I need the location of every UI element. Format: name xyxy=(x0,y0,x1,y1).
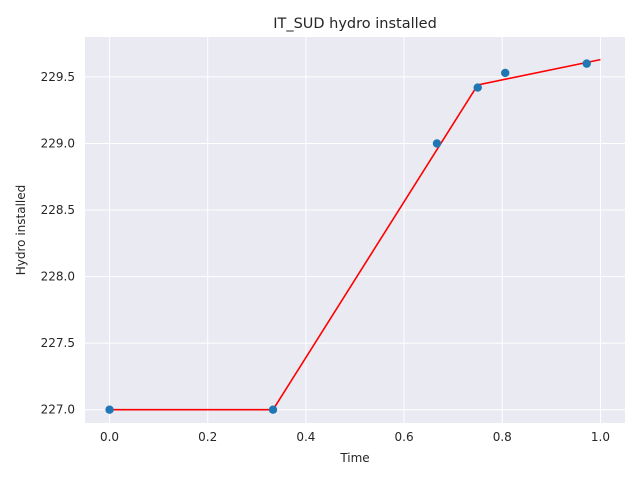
x-tick-label: 1.0 xyxy=(591,430,610,444)
data-point xyxy=(268,405,278,414)
y-tick-label: 227.5 xyxy=(41,336,75,350)
y-tick-label: 228.0 xyxy=(41,270,75,284)
y-tick-label: 229.5 xyxy=(41,70,75,84)
fit-line xyxy=(109,58,601,411)
x-axis-ticks: 0.0 0.2 0.4 0.6 0.8 1.0 xyxy=(100,430,610,444)
data-point xyxy=(432,139,442,148)
chart-title: IT_SUD hydro installed xyxy=(273,16,437,32)
data-point xyxy=(582,59,591,68)
y-axis-label: Hydro installed xyxy=(14,185,28,276)
x-tick-label: 0.4 xyxy=(296,430,315,444)
y-tick-label: 227.0 xyxy=(41,403,75,417)
x-tick-label: 0.6 xyxy=(395,430,414,444)
y-tick-label: 229.0 xyxy=(41,136,75,150)
plot-area xyxy=(85,37,625,423)
data-point xyxy=(501,68,510,78)
y-tick-label: 228.5 xyxy=(41,203,75,217)
data-point xyxy=(105,405,114,414)
x-axis-label: Time xyxy=(339,451,369,465)
x-tick-label: 0.0 xyxy=(100,430,119,444)
scatter-series xyxy=(105,59,591,414)
data-point xyxy=(473,83,482,92)
x-tick-label: 0.2 xyxy=(198,430,217,444)
x-tick-label: 0.8 xyxy=(493,430,512,444)
line-series xyxy=(109,58,601,411)
y-axis-ticks: 227.0 227.5 228.0 228.5 229.0 229.5 xyxy=(41,70,75,417)
